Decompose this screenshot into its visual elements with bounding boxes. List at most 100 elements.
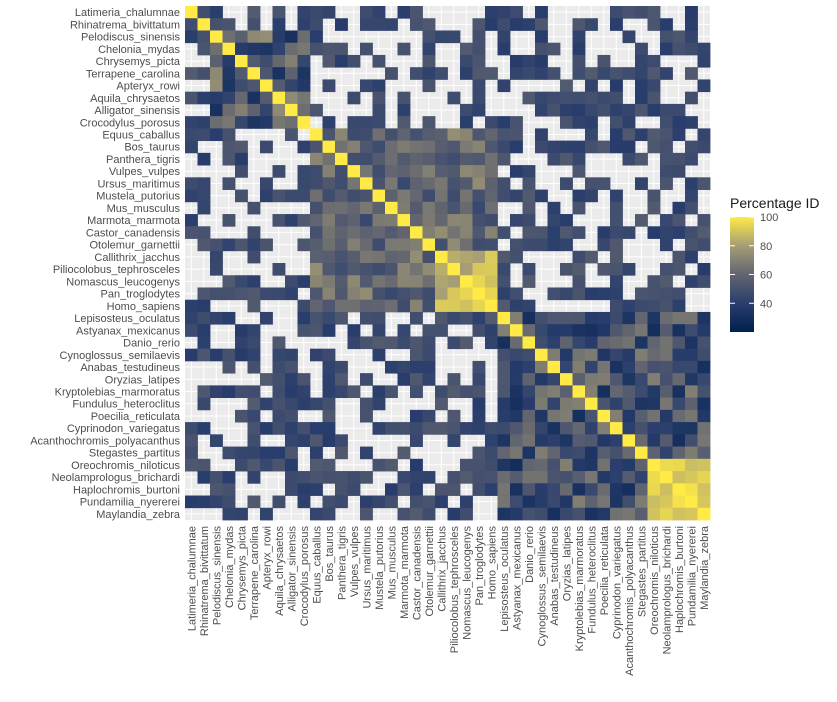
heatmap-cell [497, 189, 511, 203]
heatmap-cell [285, 54, 298, 68]
heatmap-cell [597, 483, 611, 496]
heatmap-cell [435, 385, 448, 399]
heatmap-cell [685, 189, 698, 203]
heatmap-cell [585, 177, 598, 190]
heatmap-cell [247, 42, 261, 56]
heatmap-cell [410, 189, 423, 203]
heatmap-cell [635, 373, 648, 386]
heatmap-cell [560, 483, 573, 496]
heatmap-cell [535, 495, 548, 509]
heatmap-cell [422, 79, 436, 93]
heatmap-cell [635, 483, 648, 496]
heatmap-cell [610, 287, 623, 301]
heatmap-cell [360, 311, 373, 325]
heatmap-cell [572, 483, 586, 496]
heatmap-cell [535, 189, 548, 203]
heatmap-cell [485, 67, 498, 80]
heatmap-cell [472, 226, 486, 239]
heatmap-cell [522, 54, 536, 68]
heatmap-cell [635, 348, 648, 362]
y-tick-label: Kryptolebias_marmoratus [55, 387, 181, 399]
heatmap-cell [610, 507, 623, 521]
heatmap-cell [410, 275, 423, 288]
heatmap-cell [422, 18, 436, 31]
heatmap-cell [235, 507, 248, 521]
heatmap-cell [597, 103, 611, 117]
heatmap-cell [560, 422, 573, 435]
y-tick-label: Stegastes_partitus [89, 448, 181, 460]
heatmap-cell [597, 446, 611, 460]
heatmap-cell [610, 18, 623, 31]
heatmap-cell [610, 91, 623, 105]
y-tick-label: Homo_sapiens [107, 301, 181, 313]
heatmap-cell [610, 409, 623, 423]
heatmap-cell [585, 336, 598, 350]
heatmap-cell [572, 226, 586, 239]
heatmap-cell [235, 458, 248, 472]
heatmap-cell [322, 422, 336, 435]
heatmap-cell [460, 275, 473, 288]
heatmap-cell [597, 263, 611, 276]
heatmap-cell [535, 18, 548, 31]
heatmap-cell [297, 30, 311, 44]
heatmap-cell [622, 409, 636, 423]
heatmap-cell [260, 422, 273, 435]
heatmap-cell [560, 226, 573, 239]
heatmap-cell [397, 128, 411, 142]
heatmap-cell [447, 250, 461, 264]
heatmap-cell [660, 495, 673, 509]
heatmap-cell [335, 201, 348, 215]
heatmap-cell [610, 471, 623, 484]
heatmap-cell [685, 507, 698, 521]
heatmap-cell [210, 54, 223, 68]
heatmap-cell [385, 495, 398, 509]
heatmap-cell [260, 42, 273, 56]
heatmap-cell [197, 287, 211, 301]
heatmap-cell [335, 250, 348, 264]
heatmap-cell [397, 360, 411, 374]
heatmap-cell [560, 103, 573, 117]
heatmap-cell [347, 152, 361, 166]
y-tick-label: Acanthochromis_polyacanthus [30, 435, 180, 447]
heatmap-cell [410, 250, 423, 264]
heatmap-cell [397, 299, 411, 313]
heatmap-cell [297, 18, 311, 31]
y-tick-label: Chelonia_mydas [98, 44, 180, 56]
heatmap-cell [535, 385, 548, 399]
x-tick-label: Crocodylus_porosus [299, 526, 311, 627]
heatmap-cell [285, 409, 298, 423]
heatmap-cell [422, 67, 436, 80]
heatmap-cell [547, 91, 561, 105]
heatmap-cell [447, 238, 461, 252]
heatmap-cell [410, 238, 423, 252]
heatmap-cell [235, 275, 248, 288]
heatmap-cell [610, 79, 623, 93]
heatmap-cell [660, 275, 673, 288]
heatmap-cell [510, 287, 523, 301]
heatmap-cell [572, 373, 586, 386]
heatmap-cell [597, 67, 611, 80]
heatmap-cell [335, 54, 348, 68]
heatmap-cell [210, 348, 223, 362]
heatmap-cell [310, 434, 323, 447]
heatmap-cell [472, 471, 486, 484]
heatmap-cell [672, 385, 686, 399]
heatmap-cell [422, 128, 436, 142]
heatmap-cell [697, 471, 711, 484]
heatmap-cell [497, 446, 511, 460]
heatmap-cell [522, 422, 536, 435]
heatmap-cell [335, 434, 348, 447]
heatmap-cell [672, 287, 686, 301]
heatmap-cell [210, 79, 223, 93]
heatmap-cell [572, 409, 586, 423]
heatmap-cell [310, 6, 323, 19]
heatmap-cell [360, 189, 373, 203]
heatmap-cell [335, 165, 348, 178]
heatmap-cell [422, 495, 436, 509]
heatmap-cell [497, 434, 511, 447]
heatmap-cell [672, 483, 686, 496]
heatmap-cell [485, 324, 498, 337]
heatmap-cell [197, 397, 211, 411]
heatmap-cell [560, 397, 573, 411]
heatmap-cell [210, 30, 223, 44]
